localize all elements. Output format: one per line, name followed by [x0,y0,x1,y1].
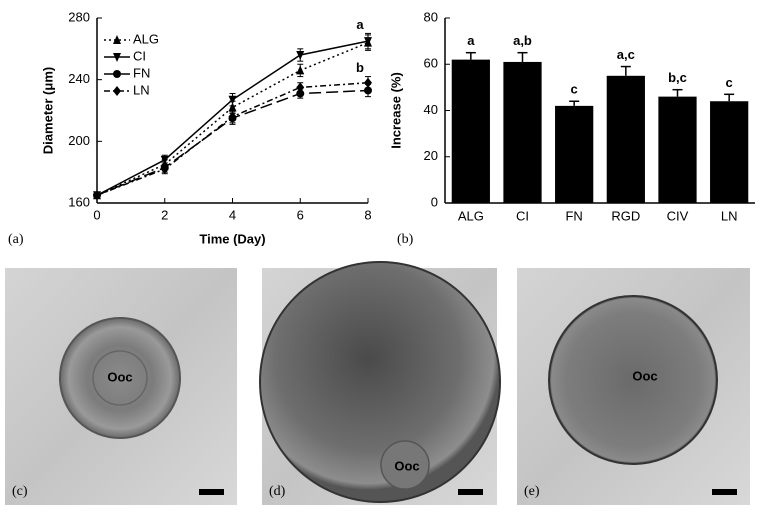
x-tick-label: FN [565,208,582,223]
y-tick-label: 60 [424,56,438,71]
y-axis-label: Increase (%) [388,72,403,149]
legend-label: ALG [133,31,159,46]
cell-label: Ooc [632,368,657,383]
x-tick-label: 6 [297,207,304,222]
scale-bar [199,489,224,495]
marker [296,82,305,93]
x-tick-label: LN [721,208,738,223]
panel-c: Ooc (c) [5,268,237,505]
x-tick-label: 2 [161,207,168,222]
marker [296,65,305,75]
x-tick-label: ALG [458,208,484,223]
annotation: a [356,17,364,32]
panel-label: (a) [8,232,24,247]
bar [658,96,697,203]
y-tick-label: 80 [424,9,438,24]
legend-label: CI [133,48,146,63]
marker [228,111,237,122]
cell-label: Ooc [107,369,132,384]
panel-label: (d) [269,484,286,499]
x-tick-label: 8 [364,207,371,222]
legend-marker [113,70,121,78]
scale-bar [458,489,483,495]
panel-e: Ooc (e) [517,268,750,505]
oocyte [380,440,430,490]
annotation: c [571,82,578,97]
bar [451,59,490,203]
marker [364,77,372,88]
panel-d: Ooc (d) [259,261,501,505]
bar [710,101,749,203]
x-tick-label: 4 [229,207,236,222]
annotation: b [356,60,364,75]
x-tick-label: CIV [667,208,689,223]
x-tick-label: RGD [611,208,640,223]
y-tick-label: 240 [68,71,90,86]
y-tick-label: 40 [424,102,438,117]
follicle [548,295,718,465]
y-tick-label: 280 [68,9,90,24]
marker [228,102,237,112]
bar [606,75,645,203]
legend-marker [113,86,121,96]
y-tick-label: 160 [68,194,90,209]
legend-label: FN [133,65,150,80]
follicle [259,261,501,503]
panel-label: (e) [524,484,540,499]
legend-marker [113,35,121,44]
y-tick-label: 0 [431,194,438,209]
legend-marker [113,53,121,62]
marker [93,190,101,201]
marker [364,37,372,47]
follicle [59,317,181,439]
x-tick-label: CI [516,208,529,223]
x-tick-label: 0 [93,207,100,222]
marker [160,155,169,165]
panel-label: (b) [397,232,414,247]
y-axis-label: Diameter (μm) [40,67,55,154]
annotation: b,c [668,70,687,85]
marker [228,95,237,105]
x-axis-label: Time (Day) [199,231,265,246]
panel-label: (c) [12,484,28,499]
cell-label: Ooc [394,458,419,473]
annotation: a [467,33,475,48]
bar [503,61,542,203]
scale-bar [712,489,737,495]
annotation: c [726,75,733,90]
annotation: a,b [513,33,532,48]
marker [160,164,169,175]
y-tick-label: 20 [424,148,438,163]
annotation: a,c [617,47,635,62]
y-tick-label: 200 [68,133,90,148]
bar [555,105,594,203]
oocyte [92,350,148,406]
marker [296,51,305,60]
legend-label: LN [133,82,150,97]
